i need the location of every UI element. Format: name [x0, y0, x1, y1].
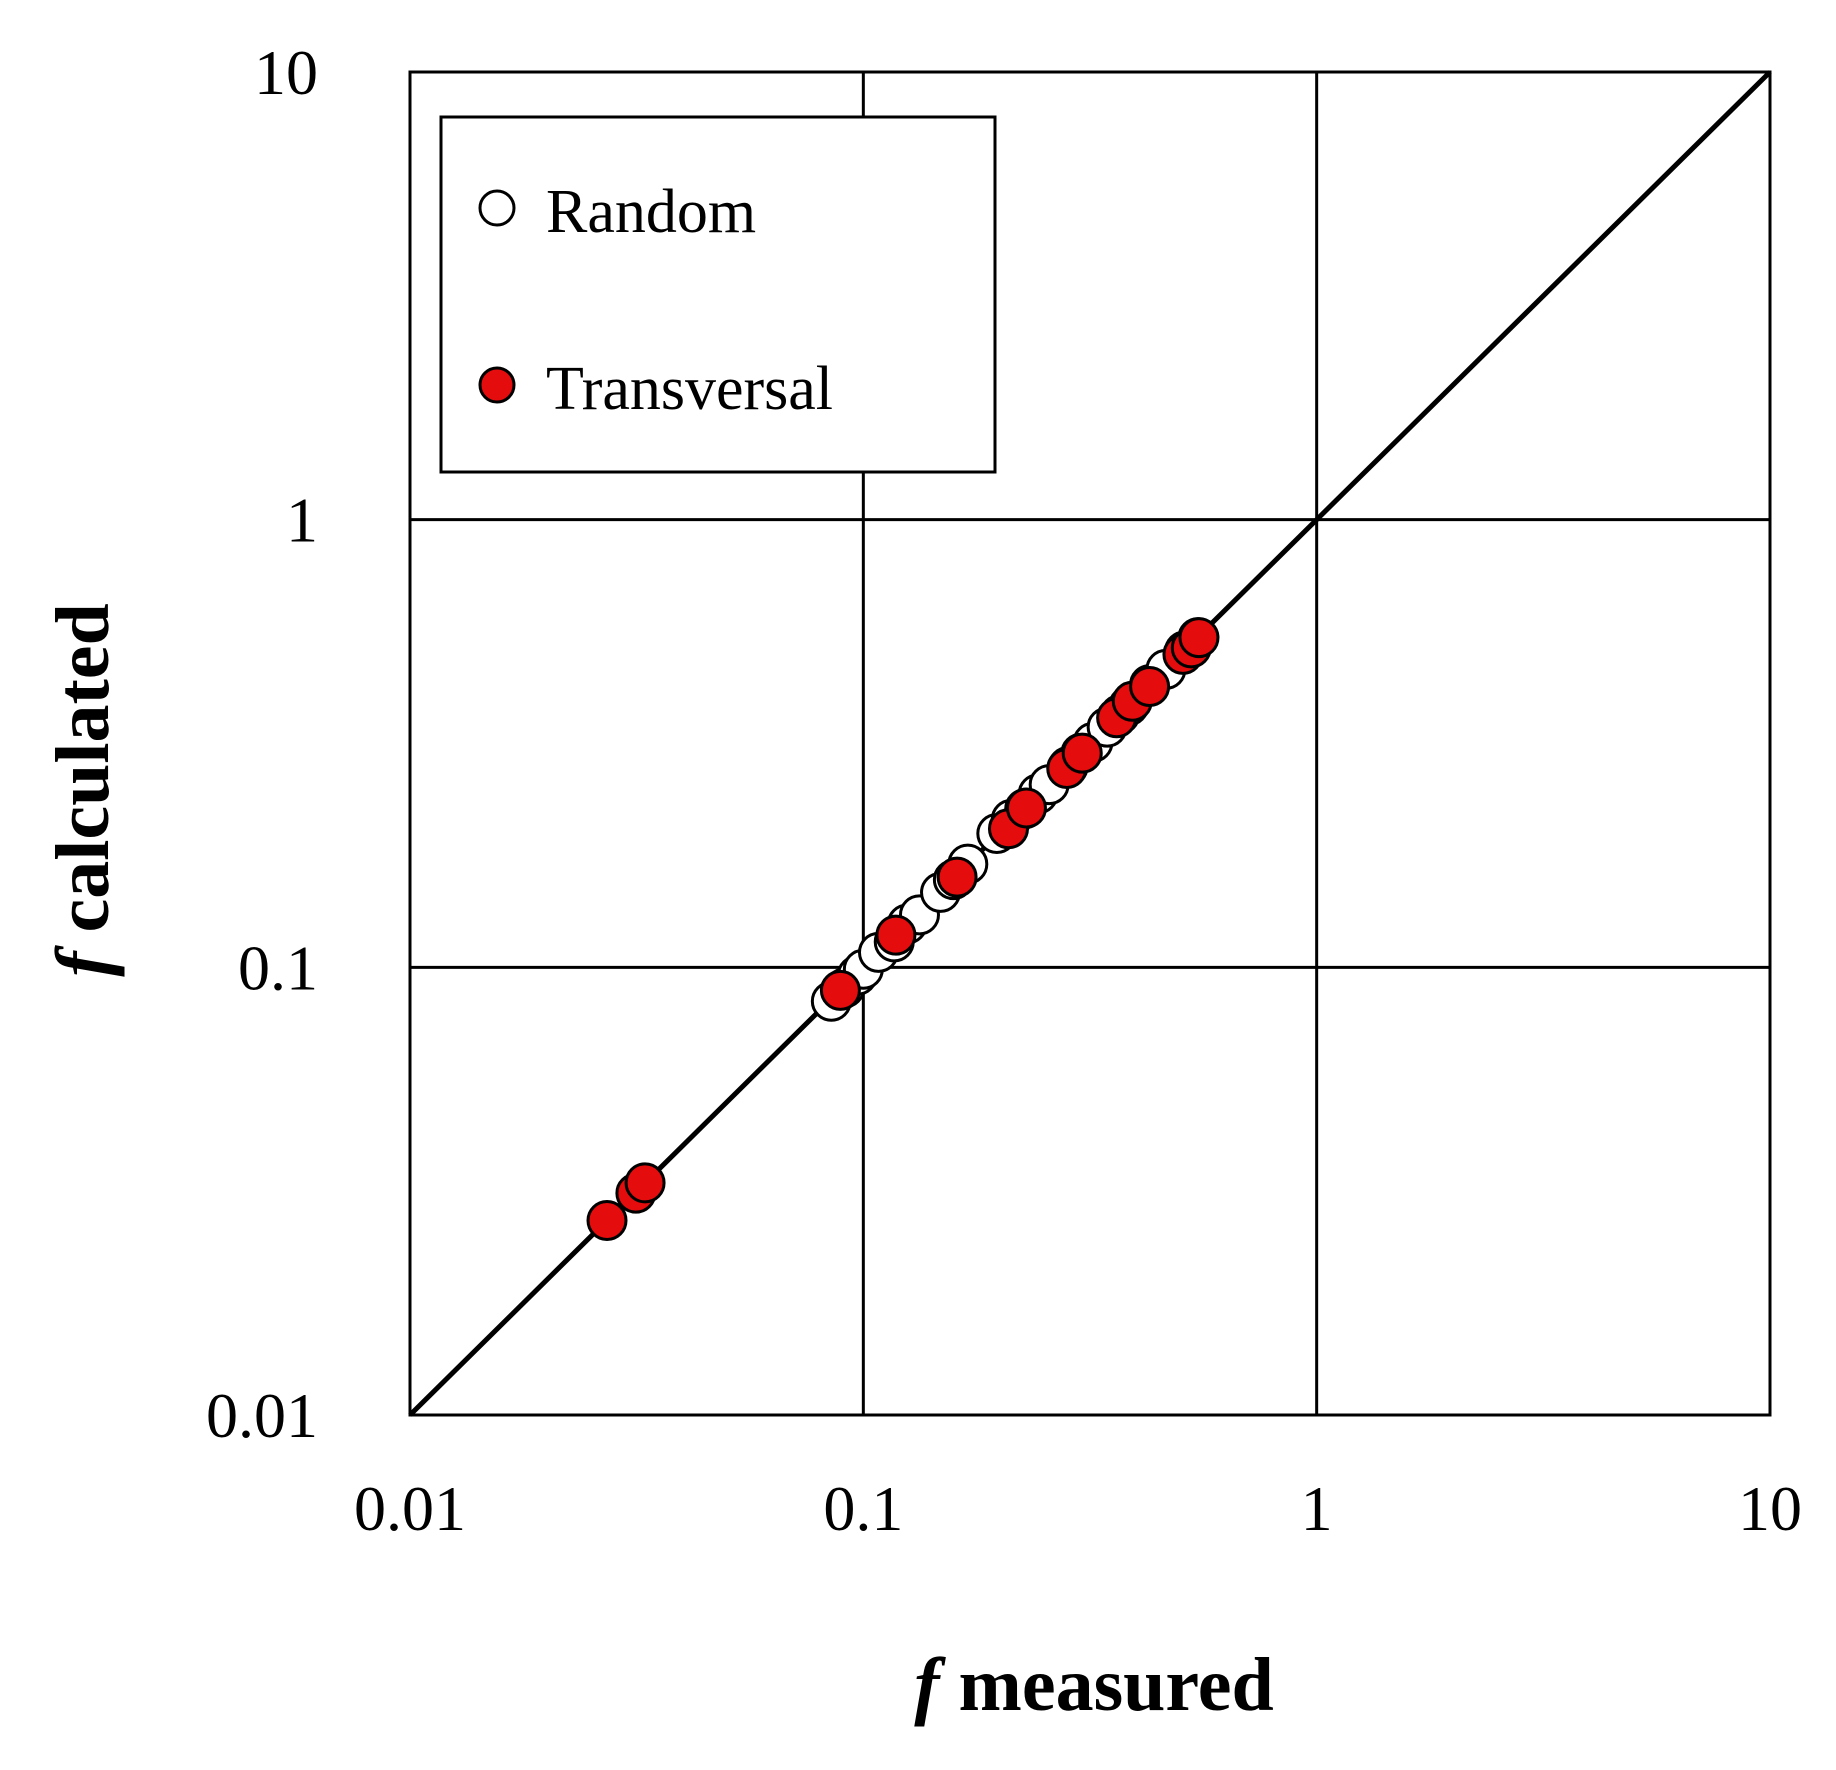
transversal-point	[586, 1199, 628, 1241]
transversal-point	[875, 914, 917, 956]
y-tick-label: 1	[286, 485, 318, 556]
legend-box	[439, 115, 997, 474]
y-axis-label: calculated	[41, 603, 125, 951]
plot-area-frame	[408, 70, 1772, 1417]
legend: Random Transversal	[439, 115, 997, 474]
data-points	[586, 617, 1220, 1241]
x-tick-label: 0.01	[354, 1473, 466, 1544]
transversal-point	[624, 1162, 666, 1204]
y-axis-title: f calculated	[41, 603, 125, 977]
transversal-point	[819, 969, 861, 1011]
transversal-point	[1129, 665, 1171, 707]
x-tick-label: 0.1	[823, 1473, 903, 1544]
y-tick-label: 10	[254, 37, 318, 108]
x-axis-title: f measured	[914, 1643, 1274, 1727]
tick-labels: 0.01 0.1 1 10 0.01 0.1 1 10	[206, 37, 1802, 1544]
transversal-point	[1061, 732, 1103, 774]
series-transversal	[586, 617, 1220, 1241]
x-tick-label: 1	[1301, 1473, 1333, 1544]
x-tick-label: 10	[1738, 1473, 1802, 1544]
transversal-point	[936, 856, 978, 898]
legend-marker-transversal	[478, 366, 516, 404]
legend-marker-random	[478, 189, 516, 227]
y-tick-label: 0.01	[206, 1380, 318, 1451]
x-axis-label: measured	[940, 1643, 1274, 1727]
legend-label-random: Random	[546, 178, 756, 246]
legend-label-transversal: Transversal	[546, 355, 833, 423]
y-tick-label: 0.1	[238, 932, 318, 1003]
transversal-point	[1178, 617, 1220, 659]
transversal-point	[1005, 787, 1047, 829]
